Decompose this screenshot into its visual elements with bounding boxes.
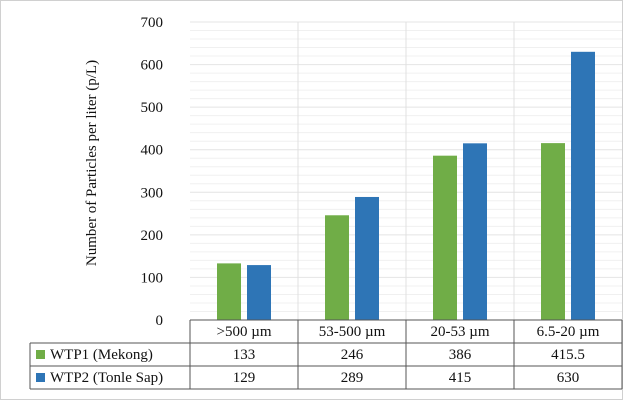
- y-tick-label: 200: [141, 228, 164, 244]
- bar-wtp2-0: [247, 265, 271, 320]
- x-tick-label: 53-500 µm: [319, 324, 386, 340]
- bar-wtp1-2: [433, 155, 457, 320]
- y-axis: 0 100 200 300 400 500 600 700: [141, 15, 164, 329]
- legend-swatch: [36, 373, 45, 382]
- data-label: 289: [341, 370, 364, 386]
- y-tick-label: 0: [156, 313, 164, 329]
- data-label: 246: [341, 347, 364, 363]
- legend-label: WTP2 (Tonle Sap): [50, 370, 163, 386]
- x-tick-label: 6.5-20 µm: [537, 324, 600, 340]
- data-label: 133: [233, 347, 256, 363]
- data-label: 415.5: [551, 347, 585, 363]
- legend-label: WTP1 (Mekong): [50, 347, 153, 363]
- data-table: >500 µm 53-500 µm 20-53 µm 6.5-20 µm WTP1 (M…: [29, 319, 623, 390]
- data-label: 630: [557, 370, 580, 386]
- bar-wtp2-2: [463, 143, 487, 320]
- bar-wtp1-0: [217, 263, 241, 320]
- y-tick-label: 100: [141, 270, 164, 286]
- bar-wtp1-3: [541, 143, 565, 320]
- legend-swatch: [36, 350, 45, 359]
- bar-wtp1-1: [325, 215, 349, 320]
- data-label: 415: [449, 370, 472, 386]
- y-tick-label: 700: [141, 15, 164, 31]
- bar-wtp2-1: [355, 196, 379, 320]
- x-tick-label: 20-53 µm: [430, 324, 489, 340]
- y-tick-label: 300: [141, 185, 164, 201]
- bar-wtp2-3: [571, 51, 595, 321]
- x-tick-label: >500 µm: [216, 324, 271, 340]
- y-tick-label: 400: [141, 143, 164, 159]
- y-tick-label: 500: [141, 100, 164, 116]
- y-tick-label: 600: [141, 58, 164, 74]
- y-axis-label: Number of Particles per liter (p/L): [84, 60, 100, 266]
- bars: [217, 51, 595, 321]
- data-label: 129: [233, 370, 256, 386]
- data-label: 386: [449, 347, 472, 363]
